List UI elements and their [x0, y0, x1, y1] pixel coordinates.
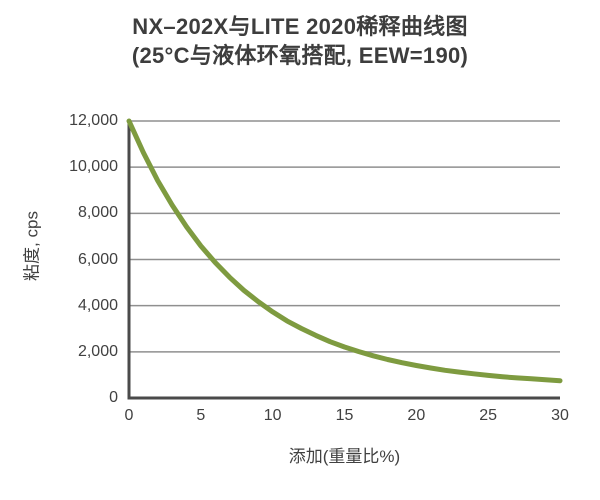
- x-tick-label: 25: [479, 407, 498, 424]
- x-tick-label: 30: [551, 407, 569, 424]
- chart-title-block: NX–202X与LITE 2020稀释曲线图 (25°C与液体环氧搭配, EEW…: [0, 12, 600, 70]
- chart-subtitle: (25°C与液体环氧搭配, EEW=190): [131, 43, 469, 68]
- x-axis-label: 添加(重量比%): [288, 447, 401, 466]
- x-tick-label: 15: [335, 407, 354, 424]
- dilution-curve: [126, 118, 563, 384]
- x-tick-label: 20: [407, 407, 426, 424]
- y-tick-label: 0: [109, 389, 118, 406]
- y-tick-label: 4,000: [77, 296, 118, 314]
- x-tick-label: 0: [124, 407, 134, 424]
- y-tick-label: 12,000: [69, 112, 118, 129]
- y-tick-label: 8,000: [77, 204, 118, 222]
- x-tick-label: 5: [196, 407, 206, 424]
- chart-title: NX–202X与LITE 2020稀释曲线图: [132, 14, 468, 39]
- y-tick-label: 10,000: [69, 158, 118, 176]
- x-tick-label: 10: [263, 407, 282, 424]
- y-tick-label: 2,000: [77, 342, 118, 360]
- y-axis-label: 粘度, cps: [22, 211, 42, 281]
- axis-lines: [127, 121, 560, 400]
- y-tick-label: 6,000: [77, 250, 118, 268]
